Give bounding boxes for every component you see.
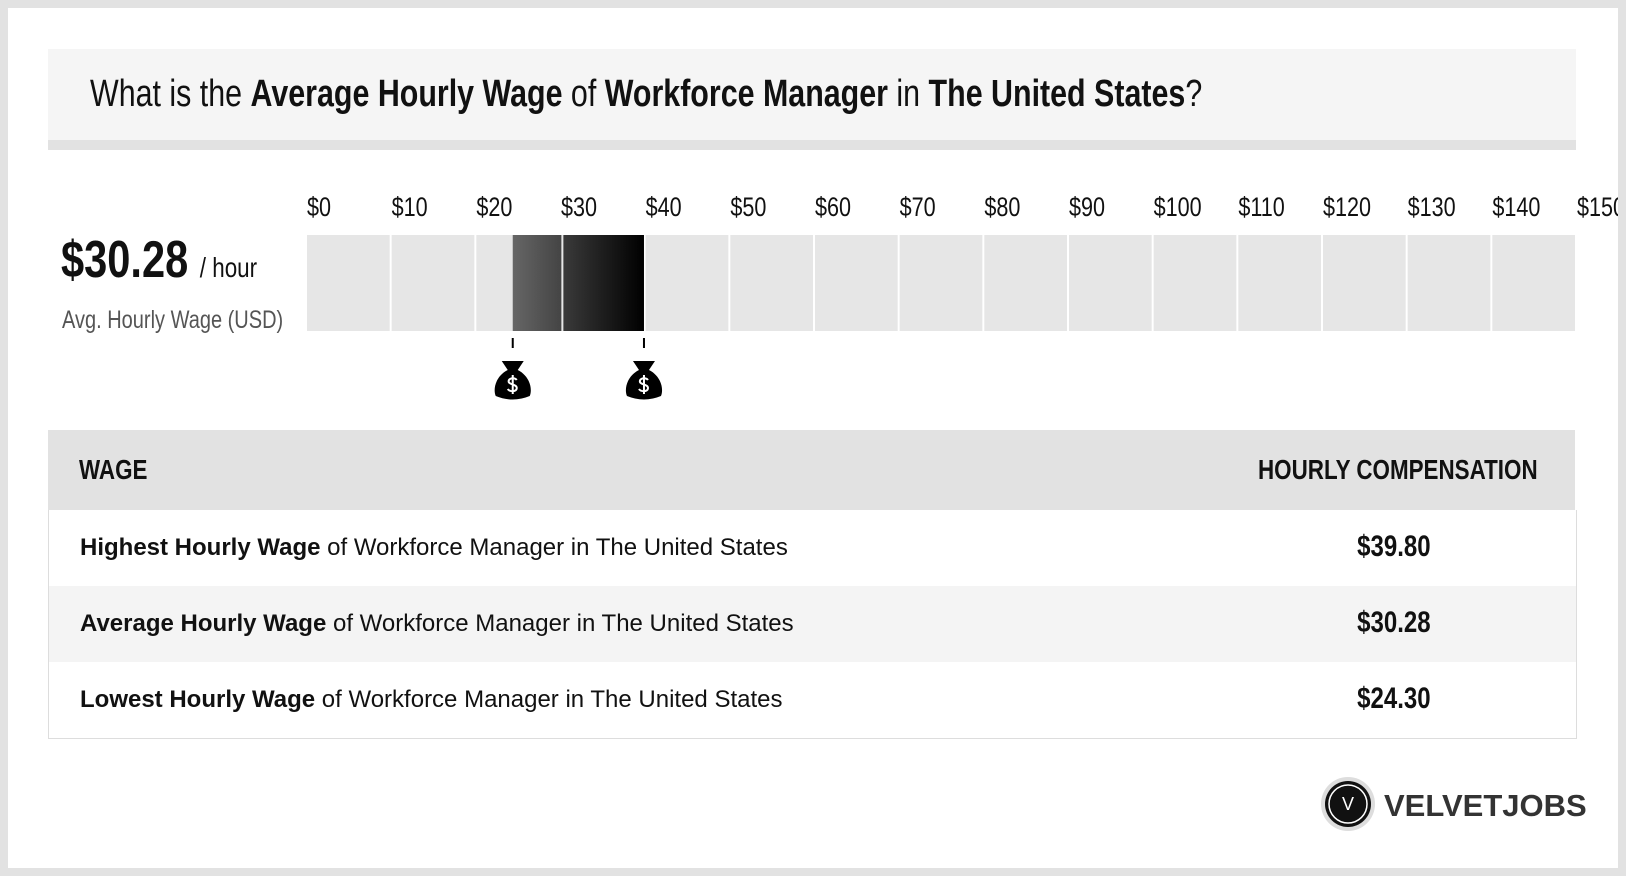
scale-cell: [1492, 235, 1575, 331]
summary: $30.28 / hour: [61, 230, 306, 290]
tick-label: $0: [307, 193, 331, 223]
tick-label: $10: [392, 193, 428, 223]
scale-cell: [984, 235, 1067, 331]
tick-label: $80: [984, 193, 1020, 223]
table-row: Lowest Hourly Wage of Workforce Manager …: [48, 662, 1577, 739]
range-high: [563, 235, 644, 331]
tick-label: $110: [1238, 193, 1284, 223]
summary-value: $30.28: [61, 231, 189, 289]
title-part: in: [887, 73, 929, 115]
title-part: What is the: [90, 73, 251, 115]
tick-label: $70: [900, 193, 936, 223]
money-bag: [494, 361, 531, 400]
summary-caption: Avg. Hourly Wage (USD): [62, 306, 338, 335]
row-value: $30.28: [1319, 606, 1469, 640]
row-value: $39.80: [1319, 530, 1469, 564]
row-value-text: $39.80: [1357, 530, 1431, 563]
title: What is the Average Hourly Wage of Workf…: [90, 73, 1480, 116]
tick-label: $130: [1408, 193, 1456, 223]
scale-cell: [391, 235, 475, 331]
scale-cell: [307, 235, 390, 331]
logo-icon: V: [1321, 777, 1375, 831]
tick-label: $90: [1069, 193, 1105, 223]
scale-cell: [1407, 235, 1491, 331]
table-row: Highest Hourly Wage of Workforce Manager…: [48, 510, 1577, 587]
scale-cell: [815, 235, 898, 331]
money-bag: [625, 361, 663, 400]
scale-cell: [1323, 235, 1406, 331]
table-header: WAGE HOURLY COMPENSATION: [48, 430, 1575, 510]
row-label-bold: Highest Hourly Wage: [80, 534, 321, 561]
title-part: The United States: [928, 73, 1186, 115]
tick-label: $140: [1492, 193, 1540, 223]
tick-label: $40: [646, 193, 682, 223]
brand-name: VELVETJOBS: [1384, 788, 1587, 823]
tick-label: $60: [815, 193, 851, 223]
title-part: ?: [1185, 73, 1203, 115]
row-label-rest: of Workforce Manager in The United State…: [320, 534, 788, 561]
summary-unit: / hour: [199, 252, 258, 283]
range-low: [512, 235, 562, 331]
row-label-bold: Average Hourly Wage: [80, 610, 327, 637]
row-label: Lowest Hourly Wage of Workforce Manager …: [80, 686, 782, 714]
row-label-rest: of Workforce Manager in The United State…: [326, 610, 794, 637]
dollar-glyph: [506, 375, 518, 394]
row-label-rest: of Workforce Manager in The United State…: [315, 686, 783, 713]
caption-text: Avg. Hourly Wage (USD): [62, 306, 284, 334]
tick-label: $30: [561, 193, 597, 223]
dollar-glyph: [638, 375, 649, 394]
scale-cell: [1238, 235, 1321, 331]
scale-cell: [1153, 235, 1237, 331]
scale-cell: [899, 235, 983, 331]
title-part: Workforce Manager: [604, 73, 888, 115]
column-label: WAGE: [79, 454, 148, 485]
scale-cell: [730, 235, 813, 331]
tick-label: $150+: [1577, 193, 1618, 223]
row-label-bold: Lowest Hourly Wage: [80, 686, 316, 713]
title-part: of: [562, 73, 605, 115]
tick-label: $120: [1323, 193, 1371, 223]
row-label: Average Hourly Wage of Workforce Manager…: [80, 610, 794, 638]
tick-label: $100: [1154, 193, 1202, 223]
title-part: Average Hourly Wage: [250, 73, 563, 115]
row-label: Highest Hourly Wage of Workforce Manager…: [80, 534, 788, 562]
row-value-text: $30.28: [1357, 606, 1431, 639]
card: What is the Average Hourly Wage of Workf…: [8, 8, 1618, 868]
row-value: $24.30: [1319, 682, 1469, 716]
tick-label: $50: [730, 193, 766, 223]
scale-cell: [645, 235, 729, 331]
wage-scale: $0 $10 $20 $30 $40 $50 $60 $70 $80 $90 $100 $110 $12…: [307, 193, 1618, 400]
header: What is the Average Hourly Wage of Workf…: [48, 49, 1576, 150]
tick-label: $20: [476, 193, 512, 223]
column-label: HOURLY COMPENSATION: [1258, 454, 1538, 485]
scale-cell: [1069, 235, 1152, 331]
row-value-text: $24.30: [1357, 682, 1431, 715]
logo-initial: V: [1342, 794, 1354, 814]
table-row: Average Hourly Wage of Workforce Manager…: [48, 586, 1577, 663]
